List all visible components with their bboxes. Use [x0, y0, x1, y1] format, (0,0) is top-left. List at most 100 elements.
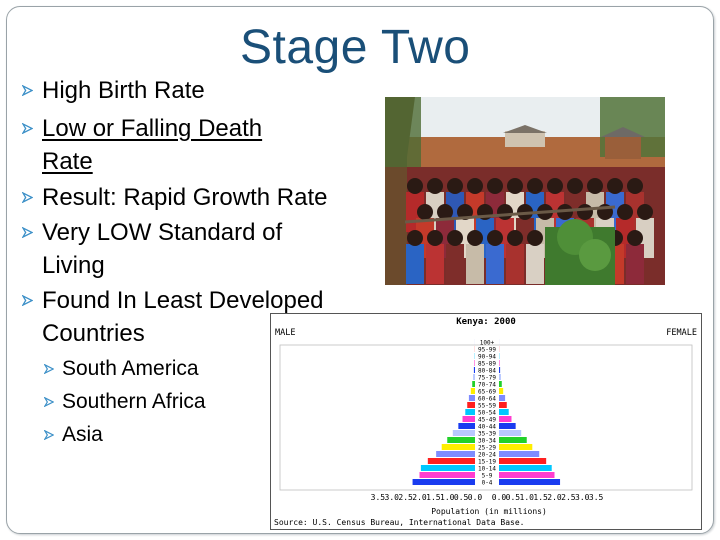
age-group-label: 25-29 — [478, 445, 496, 452]
age-group-label: 45-49 — [478, 417, 496, 424]
age-group-label: 100+ — [480, 340, 495, 347]
pyramid-bar-male — [427, 458, 475, 464]
pyramid-bar-male — [470, 388, 475, 394]
bullet-text: Found In Least Developed — [42, 287, 324, 314]
bullet-arrow-icon — [22, 227, 33, 238]
x-tick-label: 2.5 — [561, 493, 576, 502]
x-tick-label: 1.5 — [533, 493, 548, 502]
pyramid-bar-male — [473, 367, 475, 373]
bullet-arrow-icon — [44, 430, 54, 440]
bullet-text: Low or Falling Death — [42, 115, 263, 142]
age-group-label: 5-9 — [482, 473, 493, 480]
age-group-label: 0-4 — [482, 480, 493, 487]
bullet-item: High Birth Rate — [22, 74, 382, 107]
pyramid-bar-female — [499, 423, 516, 429]
bullet-arrow-icon — [22, 192, 33, 203]
chart-left-label: MALE — [275, 328, 295, 338]
bullet-text: High Birth Rate — [42, 77, 205, 104]
slide-title: Stage Two — [240, 21, 471, 74]
age-group-label: 30-34 — [478, 438, 496, 445]
pyramid-bar-female — [499, 472, 555, 478]
pyramid-bar-male — [465, 409, 475, 415]
pyramid-bar-female — [499, 402, 507, 408]
population-pyramid-chart: MALE Kenya: 2000 FEMALE 0-4 5-9 10-14 15-19… — [270, 313, 702, 530]
pyramid-bar-male — [473, 374, 475, 380]
age-group-label: 15-19 — [478, 459, 496, 466]
sub-bullet-text: Southern Africa — [62, 390, 206, 413]
age-group-label: 35-39 — [478, 431, 496, 438]
chart-title: Kenya: 2000 — [456, 317, 516, 327]
x-tick-label: 3.0 — [385, 493, 400, 502]
pyramid-bar-male — [412, 479, 475, 485]
children-photo — [385, 97, 665, 285]
age-group-label: 10-14 — [478, 466, 496, 473]
x-tick-label: 3.0 — [575, 493, 590, 502]
bullet-text: Result: Rapid Growth Rate — [42, 184, 328, 211]
pyramid-bar-female — [499, 479, 561, 485]
x-tick-label: 2.5 — [398, 493, 413, 502]
pyramid-bar-female — [499, 465, 552, 471]
bullet-arrow-icon — [22, 85, 33, 96]
age-group-label: 60-64 — [478, 396, 496, 403]
bullet-text-cont: Countries — [42, 320, 145, 347]
pyramid-bar-male — [474, 360, 475, 366]
pyramid-bar-female — [499, 388, 504, 394]
chart-x-label: Population (in millions) — [431, 507, 547, 516]
bullet-list: High Birth Rate Low or Falling Death Rat… — [22, 74, 382, 451]
pyramid-bar-male — [472, 381, 475, 387]
bullet-text-cont: Rate — [42, 148, 93, 175]
bullet-arrow-icon — [22, 123, 33, 134]
bullet-arrow-icon — [22, 295, 33, 306]
age-group-label: 65-69 — [478, 389, 496, 396]
x-tick-label: 0.5 — [454, 493, 469, 502]
sub-bullet-text: South America — [62, 357, 199, 380]
pyramid-bar-male — [458, 423, 475, 429]
x-tick-label: 0.0 — [492, 493, 507, 502]
bullet-arrow-icon — [44, 397, 54, 407]
pyramid-bar-female — [499, 416, 512, 422]
pyramid-bar-female — [499, 367, 501, 373]
age-group-label: 80-84 — [478, 368, 496, 375]
bullet-text: Very LOW Standard of — [42, 219, 283, 246]
age-group-label: 85-89 — [478, 361, 496, 368]
chart-right-label: FEMALE — [666, 328, 697, 338]
sub-bullet-item: Asia — [22, 418, 382, 451]
pyramid-bar-male — [468, 395, 475, 401]
chart-source: Source: U.S. Census Bureau, Internationa… — [274, 518, 524, 527]
age-group-label: 90-94 — [478, 354, 496, 361]
x-tick-label: 1.0 — [520, 493, 535, 502]
x-tick-label: 2.0 — [412, 493, 427, 502]
pyramid-bar-male — [441, 444, 475, 450]
pyramid-bar-male — [436, 451, 475, 457]
age-group-label: 75-79 — [478, 375, 496, 382]
pyramid-bar-female — [499, 444, 533, 450]
sub-bullet-text: Asia — [62, 423, 103, 446]
sub-bullet-item: Southern Africa — [22, 385, 382, 418]
x-tick-label: 1.5 — [426, 493, 441, 502]
pyramid-bar-female — [499, 430, 522, 436]
bullet-item: Low or Falling Death Rate — [22, 112, 382, 178]
age-group-label: 55-59 — [478, 403, 496, 410]
x-tick-label: 3.5 — [371, 493, 386, 502]
pyramid-bar-male — [462, 416, 475, 422]
bullet-item: Result: Rapid Growth Rate — [22, 181, 382, 214]
x-tick-label: 1.0 — [440, 493, 455, 502]
sub-bullet-item: South America — [22, 352, 382, 385]
pyramid-bar-female — [499, 458, 547, 464]
pyramid-bar-female — [499, 437, 527, 443]
pyramid-bar-female — [499, 395, 506, 401]
slide-frame — [6, 6, 714, 534]
age-group-label: 70-74 — [478, 382, 496, 389]
pyramid-bar-male — [419, 472, 475, 478]
bullet-arrow-icon — [44, 364, 54, 374]
x-tick-label: 2.0 — [547, 493, 562, 502]
age-group-label: 20-24 — [478, 452, 496, 459]
bullet-text-cont: Living — [42, 252, 105, 279]
age-group-label: 50-54 — [478, 410, 496, 417]
bullet-item: Very LOW Standard of Living — [22, 216, 382, 282]
pyramid-bar-male — [447, 437, 475, 443]
x-tick-label: 0.5 — [506, 493, 521, 502]
pyramid-bar-female — [499, 374, 501, 380]
age-group-label: 95-99 — [478, 347, 496, 354]
bullet-item: Found In Least Developed Countries — [22, 284, 382, 350]
